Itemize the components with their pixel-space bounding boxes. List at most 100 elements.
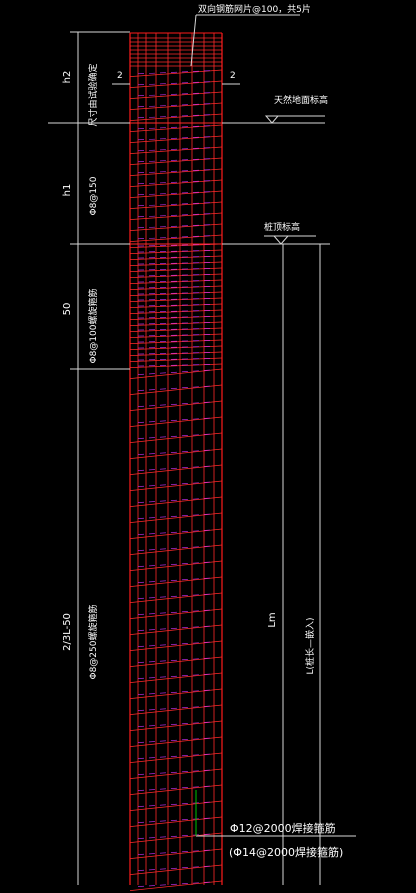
spiral-hoop-dense-inner bbox=[137, 298, 215, 301]
spiral-hoop-wide-inner bbox=[137, 801, 215, 807]
spiral-hoop-wide-inner bbox=[137, 497, 215, 503]
spiral-hoop-dense-inner bbox=[137, 328, 215, 331]
spiral-hoop-wide bbox=[129, 544, 223, 555]
pile-body bbox=[129, 32, 223, 891]
spiral-hoop-dense-inner bbox=[137, 346, 215, 349]
dim-h2-label: h2 bbox=[62, 71, 73, 84]
spiral-hoop-wide-inner bbox=[137, 561, 215, 567]
spiral-hoop-inner bbox=[137, 235, 215, 240]
spiral-hoop-dense-inner bbox=[137, 304, 215, 307]
section-mark-right-label: 2 bbox=[230, 71, 236, 81]
spiral-hoop-inner bbox=[137, 191, 215, 196]
spiral-hoop-dense-inner bbox=[137, 292, 215, 295]
spiral-hoop-dense-inner bbox=[137, 340, 215, 343]
spiral-hoop-wide-inner bbox=[137, 385, 215, 391]
spiral-hoop-wide bbox=[129, 368, 223, 379]
spiral-hoop-wide-inner bbox=[137, 481, 215, 487]
spiral-hoop-wide bbox=[129, 640, 223, 651]
spiral-hoop-wide-inner bbox=[137, 513, 215, 519]
spiral-hoop-inner bbox=[137, 213, 215, 218]
dimension-lines bbox=[48, 14, 356, 885]
spiral-hoop-wide-inner bbox=[137, 593, 215, 599]
spiral-hoop-dense-inner bbox=[137, 364, 215, 367]
top-note-leader-drop bbox=[190, 14, 197, 67]
spiral-hoop-inner bbox=[137, 81, 215, 86]
natural-ground-marker bbox=[264, 115, 280, 124]
spiral-hoop-wide bbox=[129, 832, 223, 843]
callout-1-label: Φ12@2000焊接箍筋 bbox=[230, 821, 336, 835]
spiral-hoop-wide bbox=[129, 816, 223, 827]
spiral-hoop-wide-inner bbox=[137, 769, 215, 775]
spiral-hoop-wide-inner bbox=[137, 737, 215, 743]
spiral-hoop-wide-inner bbox=[137, 417, 215, 423]
spiral-hoop-wide bbox=[129, 864, 223, 875]
spiral-hoop-dense-inner bbox=[137, 244, 215, 247]
spiral-hoop-wide bbox=[129, 720, 223, 731]
spiral-hoop-wide bbox=[129, 688, 223, 699]
spiral-hoop-wide-inner bbox=[137, 753, 215, 759]
spiral-hoop-dense-inner bbox=[137, 262, 215, 265]
spiral-hoop-inner bbox=[137, 92, 215, 97]
spiral-hoop-dense-inner bbox=[137, 256, 215, 259]
spiral-hoop-inner bbox=[137, 103, 215, 108]
spiral-hoop-wide-inner bbox=[137, 833, 215, 839]
spiral-hoop-wide-inner bbox=[137, 641, 215, 647]
h1-note-label: Φ8@150 bbox=[89, 176, 99, 215]
spiral-hoop-wide-inner bbox=[137, 881, 215, 887]
spiral-hoop-wide bbox=[129, 432, 223, 443]
spiral-hoop-inner bbox=[137, 169, 215, 174]
section-mark-left-label: 2 bbox=[117, 71, 123, 81]
segment-2-3l-note-label: Φ8@250螺旋箍筋 bbox=[87, 605, 99, 680]
top-note-label: 双向钢筋网片@100，共5片 bbox=[198, 3, 311, 15]
spiral-hoop-wide-inner bbox=[137, 721, 215, 727]
spiral-hoop-dense-inner bbox=[137, 334, 215, 337]
spiral-hoop-dense-inner bbox=[137, 268, 215, 271]
segment-50-note-label: Φ8@100螺旋箍筋 bbox=[87, 289, 99, 364]
spiral-hoop-dense-inner bbox=[137, 316, 215, 319]
spiral-hoop-dense-inner bbox=[137, 322, 215, 325]
callout-2-label: (Φ14@2000焊接箍筋) bbox=[229, 845, 343, 859]
spiral-hoop-wide bbox=[129, 576, 223, 587]
spiral-hoop-wide-inner bbox=[137, 465, 215, 471]
h2-note-label: 尺寸由试验确定 bbox=[87, 63, 99, 126]
spiral-hoop-wide bbox=[129, 496, 223, 507]
spiral-hoop-wide bbox=[129, 752, 223, 763]
spiral-hoop-dense-inner bbox=[137, 358, 215, 361]
spiral-hoop-wide-inner bbox=[137, 673, 215, 679]
spiral-hoop-dense-inner bbox=[137, 274, 215, 277]
spiral-hoop-wide bbox=[129, 608, 223, 619]
spiral-hoop-wide-inner bbox=[137, 657, 215, 663]
spiral-hoop-wide-inner bbox=[137, 785, 215, 791]
spiral-hoop-wide bbox=[129, 592, 223, 603]
spiral-hoop-wide-inner bbox=[137, 401, 215, 407]
dim-2-3l-label: 2/3L-50 bbox=[62, 613, 73, 651]
spiral-hoop-wide bbox=[129, 656, 223, 667]
spiral-hoop-inner bbox=[137, 114, 215, 119]
spiral-hoop-wide-inner bbox=[137, 705, 215, 711]
spiral-hoop-inner bbox=[137, 202, 215, 207]
spiral-hoop-inner bbox=[137, 125, 215, 130]
spiral-hoop-wide bbox=[129, 736, 223, 747]
natural-ground-label: 天然地面标高 bbox=[274, 94, 328, 106]
spiral-hoop-wide bbox=[129, 624, 223, 635]
spiral-hoop-wide-inner bbox=[137, 689, 215, 695]
spiral-hoop-wide-inner bbox=[137, 545, 215, 551]
spiral-hoop-wide-inner bbox=[137, 449, 215, 455]
spiral-hoop-wide-inner bbox=[137, 433, 215, 439]
spiral-hoop-inner bbox=[137, 70, 215, 75]
spiral-hoop-wide bbox=[129, 480, 223, 491]
spiral-hoop-wide bbox=[129, 464, 223, 475]
spiral-hoop-wide-inner bbox=[137, 865, 215, 871]
spiral-hoop-wide-inner bbox=[137, 849, 215, 855]
dim-50-label: 50 bbox=[62, 303, 73, 316]
pile-top-label: 桩顶标高 bbox=[264, 221, 300, 233]
spiral-hoop-inner bbox=[137, 224, 215, 229]
spiral-hoop-wide-inner bbox=[137, 817, 215, 823]
spiral-hoop-inner bbox=[137, 136, 215, 141]
spiral-hoop-wide-inner bbox=[137, 529, 215, 535]
spiral-hoop-wide bbox=[129, 400, 223, 411]
spiral-hoop-wide bbox=[129, 704, 223, 715]
spiral-hoop-wide bbox=[129, 784, 223, 795]
pile-top-marker bbox=[272, 235, 290, 245]
